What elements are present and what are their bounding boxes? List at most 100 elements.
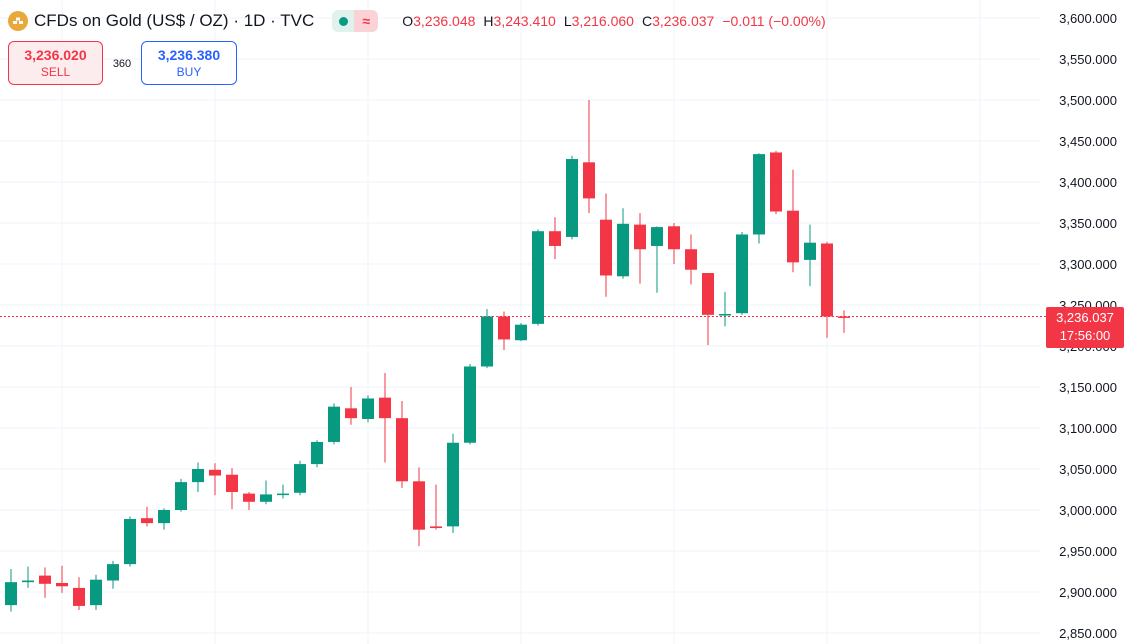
candle-body	[583, 162, 595, 199]
ohlc-high: H3,243.410	[483, 13, 556, 29]
ohlc-change: −0.011 (−0.00%)	[722, 13, 826, 29]
y-tick-label: 3,450.000	[1059, 134, 1117, 149]
y-tick-label: 2,950.000	[1059, 544, 1117, 559]
candle-body	[549, 231, 561, 246]
candle	[73, 577, 85, 611]
price-axis[interactable]: 2,850.000 2,900.000 2,950.000 3,000.000 3,05…	[1059, 11, 1117, 641]
candle	[141, 506, 153, 527]
y-tick-label: 3,350.000	[1059, 216, 1117, 231]
candle	[736, 232, 748, 315]
candle-body	[5, 582, 17, 606]
candle	[583, 100, 595, 214]
candle-body	[328, 406, 340, 442]
status-pill[interactable]: ≈	[332, 10, 379, 32]
candle-body	[90, 579, 102, 606]
candle-body	[260, 494, 272, 502]
candle-body	[838, 316, 850, 318]
candle-body	[226, 474, 238, 492]
candle	[39, 567, 51, 598]
candle-body	[481, 316, 493, 367]
candle	[685, 234, 697, 285]
candle-body	[107, 564, 119, 581]
gold-symbol-icon[interactable]	[8, 11, 28, 31]
buy-button[interactable]: 3,236.380 BUY	[141, 41, 237, 85]
candle	[617, 208, 629, 279]
y-tick-label: 3,300.000	[1059, 257, 1117, 272]
candle	[770, 150, 782, 214]
candle-body	[124, 519, 136, 565]
candle-body	[243, 493, 255, 502]
candle	[243, 491, 255, 510]
candle-body	[668, 226, 680, 250]
candle-body	[175, 482, 187, 510]
candle	[481, 309, 493, 369]
candle	[532, 229, 544, 326]
candle	[447, 433, 459, 533]
y-tick-label: 3,400.000	[1059, 175, 1117, 190]
sell-label: SELL	[40, 65, 71, 79]
candle	[787, 169, 799, 273]
candle-body	[209, 469, 221, 476]
candle-body	[345, 408, 357, 419]
sell-button[interactable]: 3,236.020 SELL	[8, 41, 103, 85]
y-tick-label: 3,000.000	[1059, 503, 1117, 518]
candle	[158, 508, 170, 530]
candle	[753, 153, 765, 244]
candle-body	[566, 159, 578, 237]
wave-icon: ≈	[354, 10, 379, 32]
candle	[838, 310, 850, 333]
y-tick-label: 2,850.000	[1059, 626, 1117, 641]
candle-body	[651, 227, 663, 246]
candle-body	[685, 249, 697, 270]
candle	[379, 373, 391, 463]
candle	[566, 155, 578, 240]
candle	[549, 217, 561, 260]
y-tick-label: 3,100.000	[1059, 421, 1117, 436]
buy-label: BUY	[176, 65, 202, 79]
candle	[600, 193, 612, 297]
candle	[821, 241, 833, 338]
market-open-dot-icon	[338, 16, 348, 26]
candle-body	[617, 223, 629, 277]
candle-body	[821, 243, 833, 317]
candle	[345, 387, 357, 425]
last-price-badge: 3,236.037 17:56:00	[1046, 307, 1124, 348]
buy-price: 3,236.380	[157, 47, 221, 63]
candle-body	[498, 316, 510, 340]
candles[interactable]	[5, 100, 850, 612]
candle	[668, 223, 680, 264]
y-tick-label: 2,900.000	[1059, 585, 1117, 600]
symbol-title[interactable]: CFDs on Gold (US$ / OZ) · 1D · TVC	[34, 11, 315, 30]
candle	[311, 440, 323, 468]
candle	[362, 395, 374, 423]
candle-body	[719, 314, 731, 316]
candle	[90, 574, 102, 611]
candle-body	[447, 442, 459, 527]
candle-body	[515, 324, 527, 341]
candle	[464, 364, 476, 445]
candle-body	[311, 441, 323, 465]
candle	[56, 565, 68, 593]
candle-body	[753, 154, 765, 235]
candle-body	[804, 242, 816, 260]
candle-body	[39, 575, 51, 584]
y-tick-label: 3,050.000	[1059, 462, 1117, 477]
candle	[260, 480, 272, 505]
candle-body	[73, 587, 85, 606]
sell-price: 3,236.020	[24, 47, 87, 63]
candle-body	[532, 231, 544, 324]
candle-body	[379, 397, 391, 419]
candle	[651, 226, 663, 293]
y-tick-label: 3,500.000	[1059, 93, 1117, 108]
chart-legend: CFDs on Gold (US$ / OZ) · 1D · TVC ≈ O3,…	[8, 8, 826, 34]
spread-value: 360	[112, 58, 132, 70]
last-price-value: 3,236.037	[1056, 310, 1114, 325]
candle	[328, 403, 340, 445]
candle	[124, 516, 136, 567]
candle-body	[56, 582, 68, 587]
candle-body	[600, 219, 612, 276]
candle-body	[413, 481, 425, 530]
candle	[430, 484, 442, 530]
candle	[22, 566, 34, 588]
